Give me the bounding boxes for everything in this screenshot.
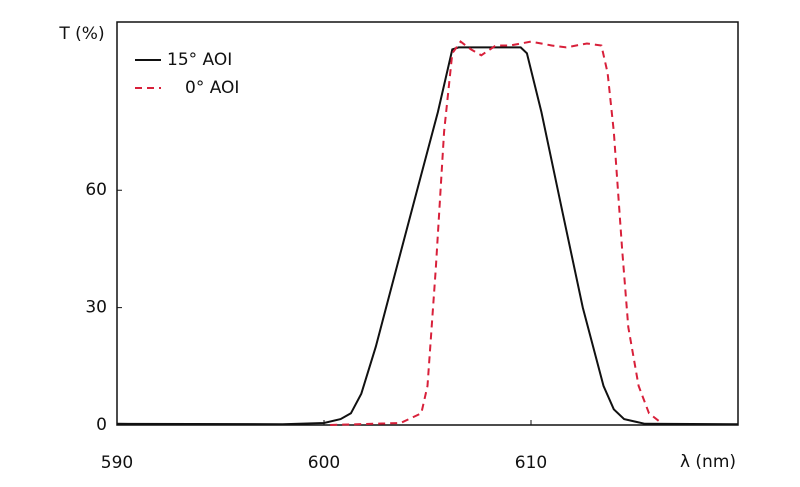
series-line — [330, 40, 663, 426]
x-tick-label: 600 — [308, 453, 340, 473]
plot-frame — [116, 21, 739, 426]
legend-label: 15° AOI — [167, 50, 232, 70]
series-line — [116, 46, 739, 426]
legend-label: 0° AOI — [185, 78, 239, 98]
x-axis-label: λ (nm) — [680, 452, 736, 472]
x-tick-label: 590 — [101, 453, 133, 473]
y-tick-label: 30 — [85, 298, 107, 318]
x-tick-label: 610 — [515, 453, 547, 473]
y-tick-label: 60 — [85, 180, 107, 200]
y-tick-label: 0 — [96, 415, 107, 435]
y-axis-label: T (%) — [58, 24, 104, 44]
